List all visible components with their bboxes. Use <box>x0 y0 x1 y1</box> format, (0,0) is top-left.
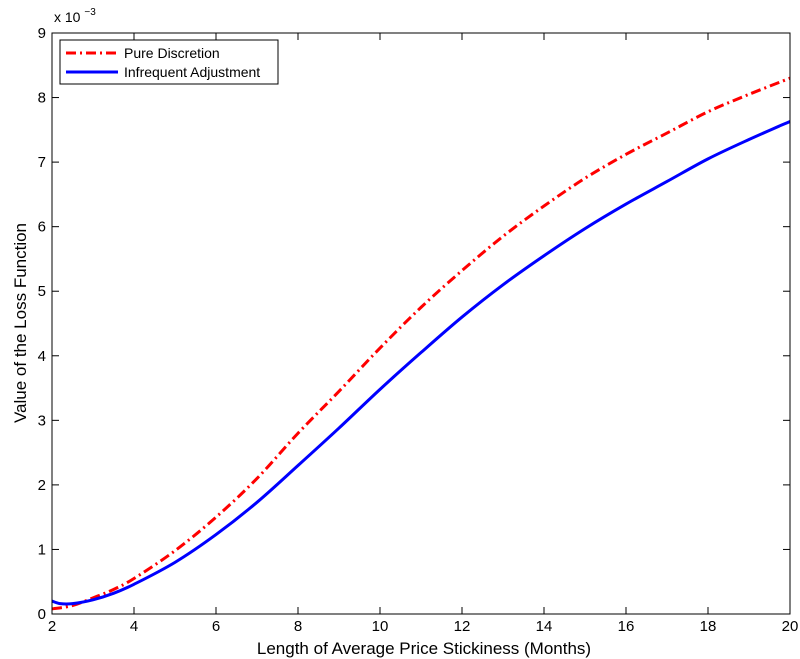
series-layer <box>51 76 791 611</box>
axes-frame <box>51 32 791 615</box>
y-scale-factor: x 10 −3 <box>54 7 96 25</box>
y-tick-label: 2 <box>38 477 46 494</box>
legend-label-1: Infrequent Adjustment <box>124 64 260 80</box>
y-tick-label: 0 <box>38 606 46 623</box>
x-tick-label: 18 <box>700 618 717 635</box>
y-tick-label: 4 <box>38 348 46 365</box>
x-tick-label: 4 <box>130 618 138 635</box>
x-tick-label: 20 <box>782 618 799 635</box>
legend: Pure Discretion Infrequent Adjustment <box>59 39 279 85</box>
series-line-1 <box>51 120 791 606</box>
x-tick-label: 10 <box>372 618 389 635</box>
y-scale-factor-exponent: −3 <box>84 7 96 18</box>
y-tick-label: 8 <box>38 90 46 107</box>
y-tick-label: 6 <box>38 219 46 236</box>
axes-layer <box>51 32 791 615</box>
x-tick-label: 2 <box>48 618 56 635</box>
y-tick-label: 1 <box>38 541 46 558</box>
x-tick-label: 16 <box>618 618 635 635</box>
plot-area <box>52 33 790 614</box>
legend-box <box>59 39 279 85</box>
y-tick-label: 9 <box>38 25 46 42</box>
x-tick-label: 6 <box>212 618 220 635</box>
y-tick-label: 5 <box>38 283 46 300</box>
y-tick-label: 3 <box>38 412 46 429</box>
x-axis-label: Length of Average Price Stickiness (Mont… <box>257 639 591 658</box>
y-tick-label: 7 <box>38 154 46 171</box>
x-tick-label: 12 <box>454 618 471 635</box>
x-tick-label: 14 <box>536 618 553 635</box>
y-scale-factor-base: x 10 <box>54 9 81 25</box>
y-axis-label: Value of the Loss Function <box>11 223 30 423</box>
plot-background <box>52 33 790 614</box>
x-tick-label: 8 <box>294 618 302 635</box>
series-line-0 <box>51 76 791 611</box>
legend-label-0: Pure Discretion <box>124 45 220 61</box>
